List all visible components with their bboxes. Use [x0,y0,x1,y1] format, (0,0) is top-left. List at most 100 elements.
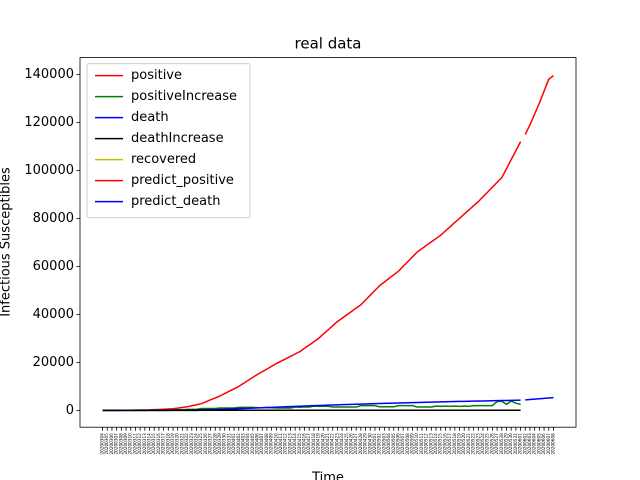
x-tick-label: 20200604 [532,433,537,455]
x-tick-label: 20200521 [466,433,471,455]
x-tick-label: 20200509 [410,433,415,455]
x-tick-label: 20200310 [128,433,133,455]
x-tick-label: 20200316 [156,433,161,455]
x-tick-label: 20200326 [203,433,208,455]
x-tick-label: 20200519 [457,433,462,455]
y-tick-label: 100000 [24,163,74,178]
x-tick-label: 20200508 [405,433,410,455]
x-tick-label: 20200410 [273,433,278,455]
x-tick-label: 20200520 [461,433,466,455]
y-tick-label: 0 [66,403,74,418]
y-axis-label: Infectious Susceptibles [0,167,14,317]
x-tick-label: 20200405 [250,433,255,455]
series-line [525,396,554,401]
x-tick-label: 20200415 [297,433,302,455]
x-tick-label: 20200318 [165,433,170,455]
x-tick-label: 20200603 [527,433,532,455]
x-tick-label: 20200513 [428,433,433,455]
x-tick-label: 20200608 [550,433,555,455]
x-tick-label: 20200419 [316,433,321,455]
x-tick-label: 20200429 [363,433,368,455]
x-tick-label: 20200524 [480,433,485,455]
x-tick-label: 20200423 [334,433,339,455]
x-tick-label: 20200516 [442,433,447,455]
x-tick-label: 20200422 [330,433,335,455]
x-tick-label: 20200402 [236,433,241,455]
x-tick-label: 20200325 [198,433,203,455]
x-tick-label: 20200411 [278,433,283,455]
legend-label: positive [131,68,182,83]
x-tick-label: 20200426 [348,433,353,455]
x-tick-label: 20200430 [367,433,372,455]
plot-frame [79,57,577,428]
x-tick-label: 20200602 [522,433,527,455]
x-tick-label: 20200408 [264,433,269,455]
x-tick-label: 20200327 [208,433,213,455]
x-tick-label: 20200328 [212,433,217,455]
x-tick-label: 20200424 [339,433,344,455]
x-tick-label: 20200515 [438,433,443,455]
chart-title: real data [295,35,362,53]
x-tick-label: 20200330 [222,433,227,455]
legend-label: deathIncrease [131,131,224,146]
x-tick-label: 20200414 [292,433,297,455]
y-tick-label: 120000 [24,115,74,130]
x-axis-label: Time [311,471,344,480]
x-tick-label: 20200313 [142,433,147,455]
x-tick-label: 20200507 [400,433,405,455]
x-tick-label: 20200322 [184,433,189,455]
x-tick-label: 20200403 [240,433,245,455]
x-tick-label: 20200506 [395,433,400,455]
x-tick-label: 20200409 [269,433,274,455]
x-tick-label: 20200418 [311,433,316,455]
x-tick-label: 20200428 [358,433,363,455]
x-tick-label: 20200421 [325,433,330,455]
x-tick-label: 20200505 [391,433,396,455]
x-tick-label: 20200304 [100,433,105,455]
y-tick-label: 140000 [24,67,74,82]
x-tick-label: 20200502 [377,433,382,455]
x-tick-label: 20200531 [513,433,518,455]
x-tick-label: 20200308 [118,433,123,455]
y-tick-label: 80000 [33,211,74,226]
x-tick-label: 20200425 [344,433,349,455]
x-tick-label: 20200315 [151,433,156,455]
x-tick-label: 20200504 [386,433,391,455]
x-tick-label: 20200319 [170,433,175,455]
y-tick-label: 60000 [33,259,74,274]
x-tick-label: 20200522 [471,433,476,455]
legend-label: predict_death [131,194,220,209]
y-tick-label: 40000 [33,307,74,322]
x-tick-label: 20200501 [372,433,377,455]
x-tick-label: 20200606 [541,433,546,455]
x-tick-label: 20200417 [306,433,311,455]
x-tick-label: 20200305 [104,433,109,455]
series-line [102,141,522,412]
x-tick-label: 20200401 [231,433,236,455]
x-tick-label: 20200324 [193,433,198,455]
x-tick-label: 20200530 [508,433,513,455]
legend-label: death [131,110,169,125]
x-tick-label: 20200601 [518,433,523,455]
x-tick-label: 20200413 [287,433,292,455]
x-tick-label: 20200317 [161,433,166,455]
x-tick-label: 20200512 [424,433,429,455]
y-tick-label: 20000 [33,355,74,370]
x-tick-label: 20200307 [114,433,119,455]
x-tick-label: 20200525 [485,433,490,455]
x-tick-label: 20200510 [414,433,419,455]
x-tick-label: 20200407 [259,433,264,455]
series-line [524,75,554,135]
x-tick-label: 20200312 [137,433,142,455]
x-tick-label: 20200518 [452,433,457,455]
x-tick-label: 20200528 [499,433,504,455]
x-tick-label: 20200511 [419,433,424,455]
x-tick-label: 20200527 [494,433,499,455]
x-tick-label: 20200311 [132,433,137,455]
x-tick-label: 20200503 [381,433,386,455]
x-tick-label: 20200607 [546,433,551,455]
x-tick-label: 20200523 [475,433,480,455]
x-tick-label: 20200404 [245,433,250,455]
x-tick-label: 20200329 [217,433,222,455]
x-tick-label: 20200323 [189,433,194,455]
